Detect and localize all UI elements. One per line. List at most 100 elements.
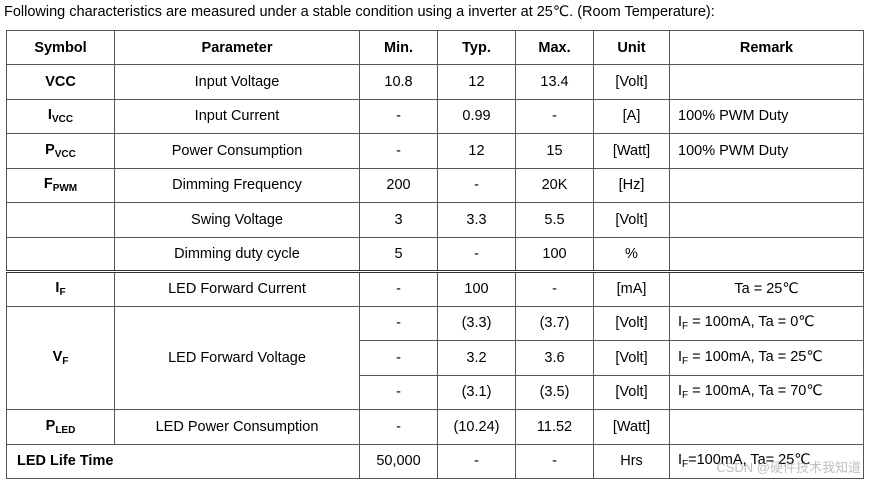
min-cell: - [359, 98, 438, 134]
unit-cell: [Watt] [593, 409, 670, 445]
min-cell: - [359, 409, 438, 445]
symbol-cell: LED Life Time [6, 443, 360, 479]
header-min: Min. [359, 30, 438, 65]
header-unit: Unit [593, 30, 670, 65]
remark-cell: IF = 100mA, Ta = 70℃ [669, 374, 864, 410]
intro-text: Following characteristics are measured u… [4, 4, 715, 20]
min-cell: - [359, 133, 438, 169]
min-cell: 200 [359, 167, 438, 203]
min-cell: - [359, 374, 438, 410]
parameter-cell: LED Forward Current [114, 270, 360, 307]
max-cell: 5.5 [515, 202, 594, 238]
typ-cell: 0.99 [437, 98, 516, 134]
max-cell: 13.4 [515, 64, 594, 100]
remark-cell: 100% PWM Duty [669, 98, 864, 134]
unit-cell: [mA] [593, 270, 670, 307]
min-cell: 3 [359, 202, 438, 238]
min-cell: 50,000 [359, 443, 438, 479]
table-row: Dimming duty cycle 5 - 100 % [6, 236, 864, 272]
remark-cell: IF=100mA, Ta= 25℃ [669, 443, 864, 479]
watermark: CSDN @硬件技术我知道 [716, 460, 861, 475]
remark-cell [669, 202, 864, 238]
symbol-cell: PLED [6, 409, 115, 445]
table-row: FPWM Dimming Frequency 200 - 20K [Hz] [6, 167, 864, 203]
symbol-cell [6, 236, 115, 272]
unit-cell: Hrs [593, 443, 670, 479]
remark-cell: IF = 100mA, Ta = 0℃ [669, 305, 864, 341]
header-max: Max. [515, 30, 594, 65]
max-cell: - [515, 443, 594, 479]
symbol-cell: FPWM [6, 167, 115, 203]
min-cell: - [359, 270, 438, 307]
table-row: LED Life Time 50,000 - - Hrs IF=100mA, T… [6, 443, 864, 479]
symbol-cell: VF [6, 305, 115, 410]
min-cell: - [359, 305, 438, 341]
typ-cell: - [437, 236, 516, 272]
typ-cell: - [437, 443, 516, 479]
unit-cell: [Hz] [593, 167, 670, 203]
header-typ: Typ. [437, 30, 516, 65]
max-cell: 20K [515, 167, 594, 203]
unit-cell: [Volt] [593, 340, 670, 376]
unit-cell: % [593, 236, 670, 272]
unit-cell: [Volt] [593, 305, 670, 341]
max-cell: - [515, 270, 594, 307]
table-row: IF LED Forward Current - 100 - [mA] Ta =… [6, 270, 864, 307]
characteristics-table: Symbol Parameter Min. Typ. Max. Unit Rem… [6, 30, 864, 479]
table-row: - 3.2 3.6 [Volt] IF = 100mA, Ta = 25℃ [7, 340, 864, 376]
max-cell: 100 [515, 236, 594, 272]
symbol-cell: IF [6, 270, 115, 307]
remark-cell [669, 64, 864, 100]
parameter-cell: Input Current [114, 98, 360, 134]
max-cell: - [515, 98, 594, 134]
symbol-cell [6, 202, 115, 238]
max-cell: (3.7) [515, 305, 594, 341]
parameter-cell: Power Consumption [114, 133, 360, 169]
typ-cell: (3.3) [437, 305, 516, 341]
table-header-row: Symbol Parameter Min. Typ. Max. Unit Rem… [6, 30, 864, 65]
unit-cell: [A] [593, 98, 670, 134]
symbol-cell: IVCC [6, 98, 115, 134]
unit-cell: [Volt] [593, 374, 670, 410]
table-row: PLED LED Power Consumption - (10.24) 11.… [6, 409, 864, 445]
remark-cell: IF = 100mA, Ta = 25℃ [669, 340, 864, 376]
typ-cell: (10.24) [437, 409, 516, 445]
remark-cell [669, 409, 864, 445]
header-symbol: Symbol [6, 30, 115, 65]
typ-cell: 12 [437, 64, 516, 100]
parameter-cell: LED Power Consumption [114, 409, 360, 445]
remark-cell [669, 167, 864, 203]
parameter-cell: Swing Voltage [114, 202, 360, 238]
max-cell: 3.6 [515, 340, 594, 376]
symbol-cell: VCC [6, 64, 115, 100]
typ-cell: 3.2 [437, 340, 516, 376]
typ-cell: 100 [437, 270, 516, 307]
max-cell: 15 [515, 133, 594, 169]
unit-cell: [Volt] [593, 202, 670, 238]
remark-cell: 100% PWM Duty [669, 133, 864, 169]
min-cell: 10.8 [359, 64, 438, 100]
table-row: Swing Voltage 3 3.3 5.5 [Volt] [6, 202, 864, 238]
parameter-cell: Input Voltage [114, 64, 360, 100]
table-row: IVCC Input Current - 0.99 - [A] 100% PWM… [6, 98, 864, 134]
header-remark: Remark [669, 30, 864, 65]
parameter-cell: LED Forward Voltage [114, 305, 360, 410]
max-cell: (3.5) [515, 374, 594, 410]
typ-cell: - [437, 167, 516, 203]
min-cell: 5 [359, 236, 438, 272]
parameter-cell: Dimming Frequency [114, 167, 360, 203]
header-parameter: Parameter [114, 30, 360, 65]
typ-cell: 12 [437, 133, 516, 169]
remark-cell: Ta = 25℃ [669, 270, 864, 307]
typ-cell: (3.1) [437, 374, 516, 410]
max-cell: 11.52 [515, 409, 594, 445]
parameter-cell: Dimming duty cycle [114, 236, 360, 272]
table-row: VF LED Forward Voltage - (3.3) (3.7) [Vo… [6, 305, 864, 410]
table-row: PVCC Power Consumption - 12 15 [Watt] 10… [6, 133, 864, 169]
unit-cell: [Watt] [593, 133, 670, 169]
min-cell: - [359, 340, 438, 376]
table-row: VCC Input Voltage 10.8 12 13.4 [Volt] [6, 64, 864, 100]
remark-cell [669, 236, 864, 272]
symbol-cell: PVCC [6, 133, 115, 169]
unit-cell: [Volt] [593, 64, 670, 100]
